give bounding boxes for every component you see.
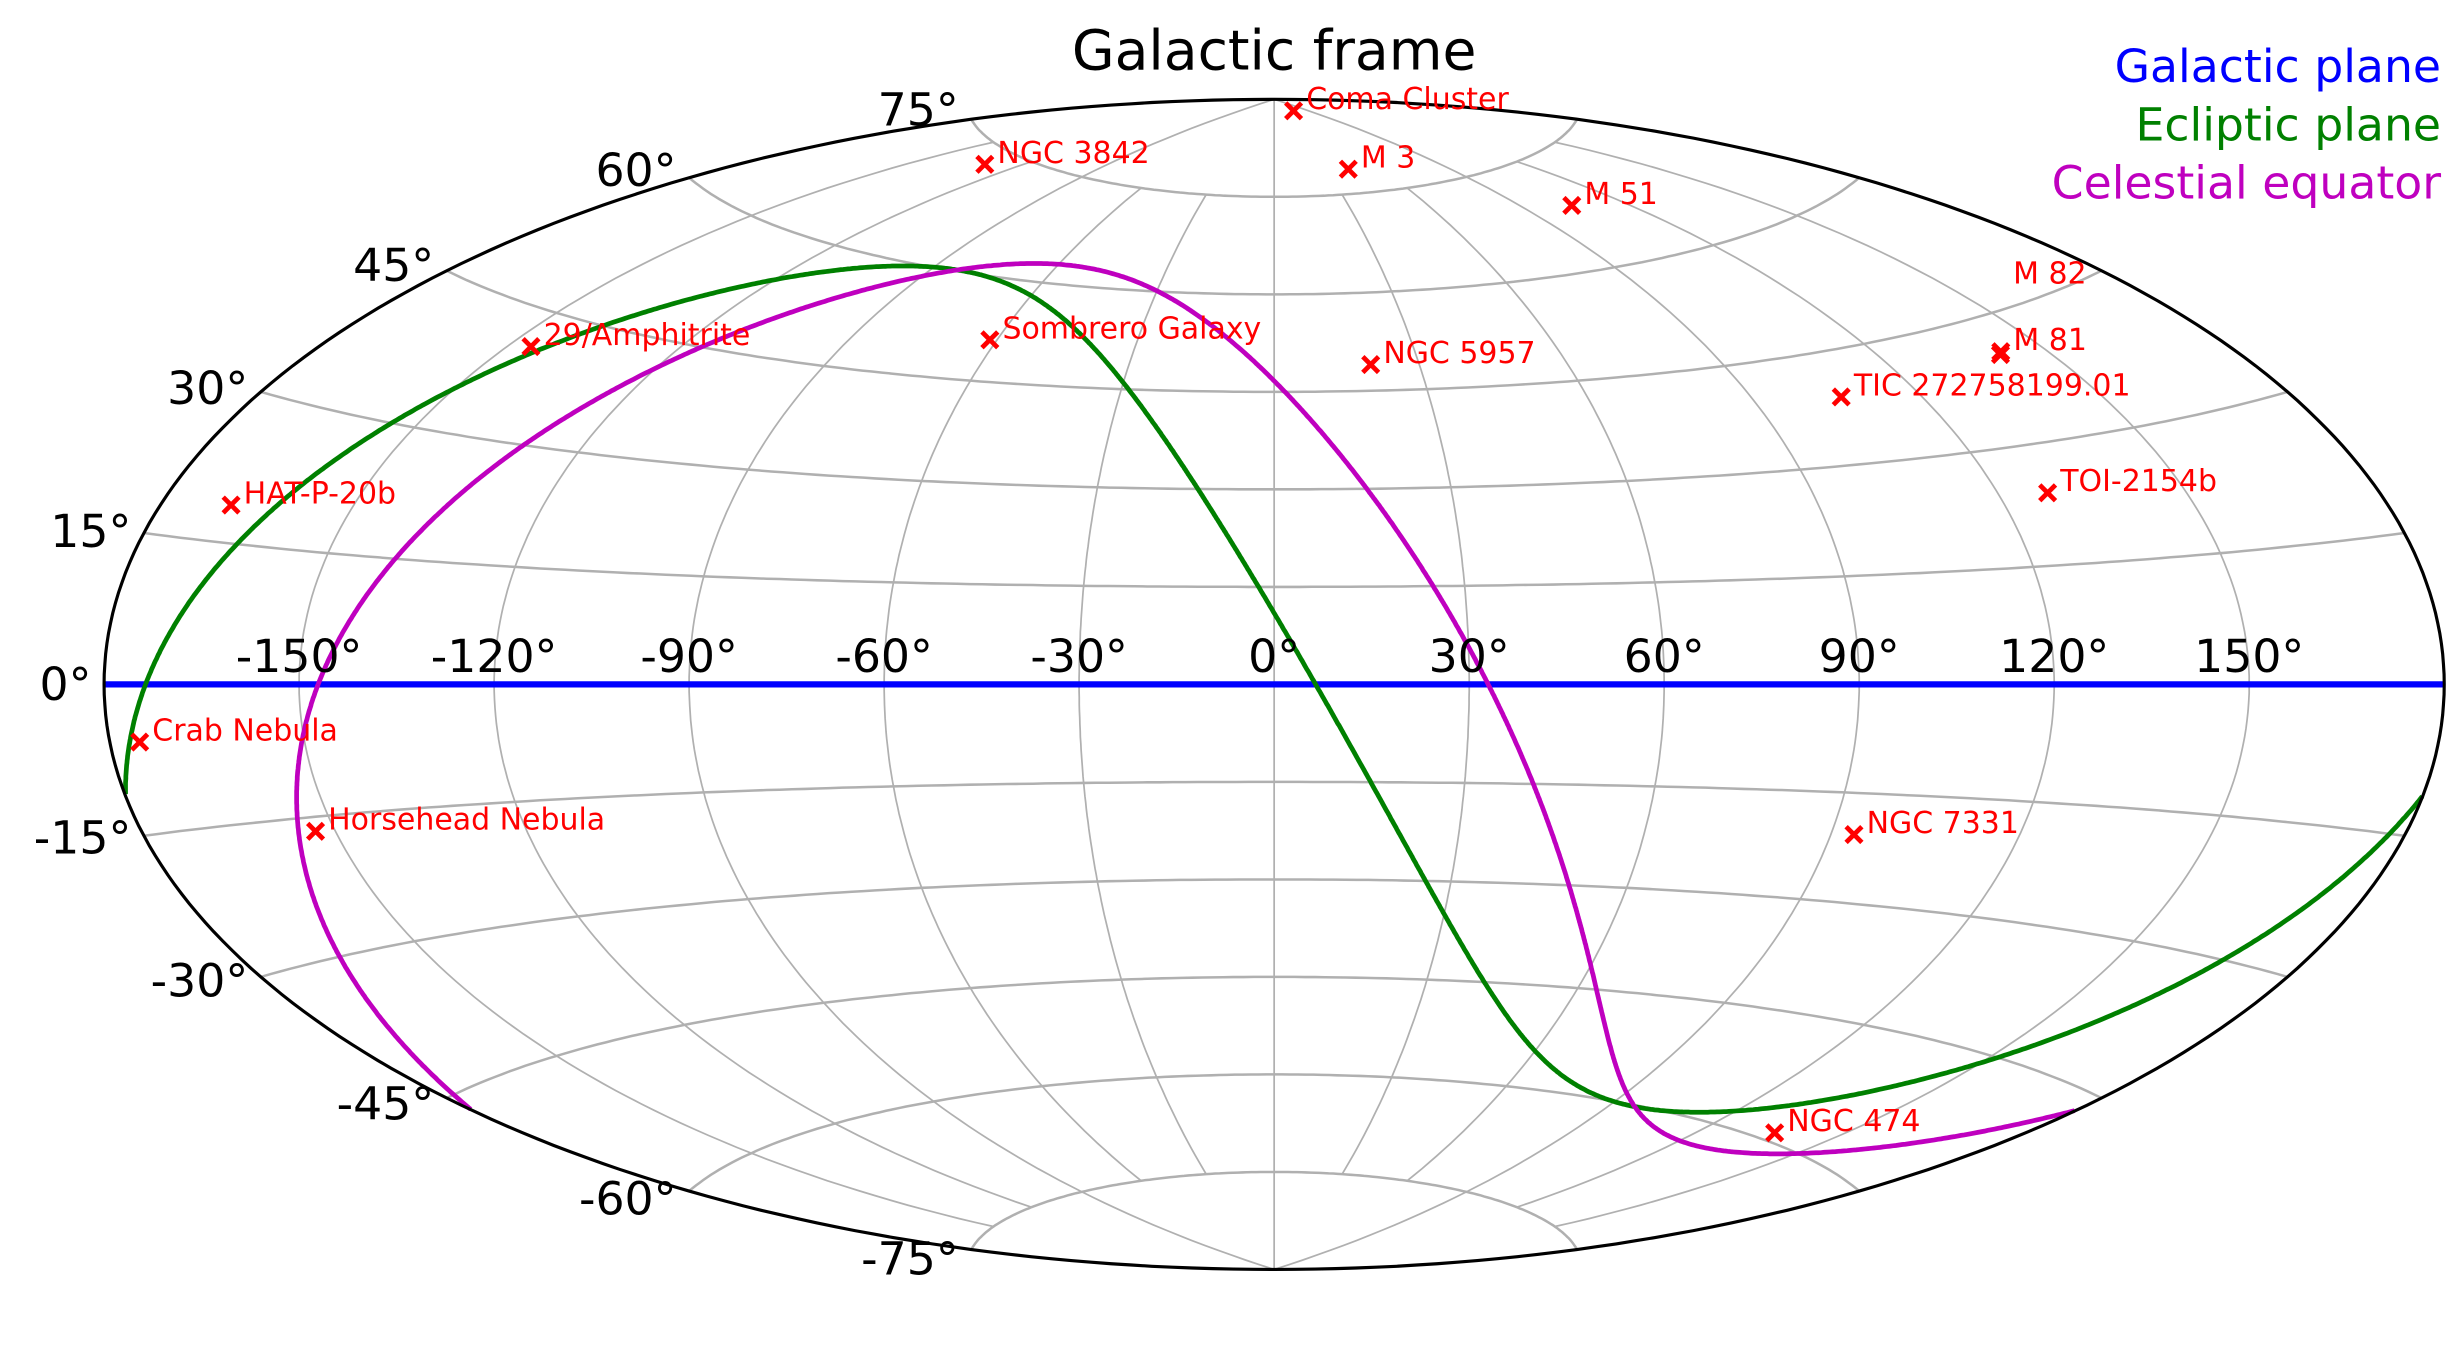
object-label: TOI-2154b xyxy=(2059,464,2217,499)
plane-curves xyxy=(104,261,2445,1157)
object-markers: Coma Cluster NGC 3842 M 3 M 51 29/Amphitrite… xyxy=(130,82,2217,1143)
object-label: Crab Nebula xyxy=(152,713,338,748)
object-label: TIC 272758199.01 xyxy=(1853,368,2131,403)
lat-tick-label: -60° xyxy=(579,1172,677,1225)
x-marker xyxy=(1361,355,1381,375)
object-marker: NGC 474 xyxy=(1765,1104,1921,1143)
plane-curve-ecliptic-plane xyxy=(143,263,2425,1115)
lat-tick-label: 0° xyxy=(40,658,92,711)
legend-entry: Celestial equator xyxy=(2052,157,2442,210)
plane-curve-ecliptic-plane xyxy=(123,683,148,795)
plane-curve-celestial-equator xyxy=(315,261,2076,1157)
x-marker xyxy=(1284,101,1304,121)
x-marker xyxy=(1831,387,1851,407)
object-label: NGC 474 xyxy=(1787,1104,1920,1139)
object-marker: M 82 xyxy=(1990,257,2087,365)
x-marker xyxy=(1844,824,1864,845)
x-marker xyxy=(1765,1123,1785,1143)
object-label: M 81 xyxy=(2013,323,2086,358)
plane-curve-celestial-equator xyxy=(294,683,473,1112)
object-marker: HAT-P-20b xyxy=(221,476,396,515)
chart-title: Galactic frame xyxy=(1072,19,1477,83)
legend-entry: Ecliptic plane xyxy=(2135,98,2441,151)
object-marker: NGC 7331 xyxy=(1844,806,2019,845)
object-label: Coma Cluster xyxy=(1306,82,1509,117)
lon-tick-label: -60° xyxy=(835,630,933,683)
object-marker: Crab Nebula xyxy=(130,713,338,752)
object-label: 29/Amphitrite xyxy=(544,318,751,353)
x-marker xyxy=(305,821,326,841)
x-marker xyxy=(221,495,241,515)
object-label: Horsehead Nebula xyxy=(328,803,605,838)
object-marker: 29/Amphitrite xyxy=(521,318,751,357)
lat-tick-label: 60° xyxy=(595,144,676,197)
object-marker: M 81 xyxy=(1991,323,2087,362)
object-label: NGC 3842 xyxy=(997,136,1149,171)
object-label: NGC 5957 xyxy=(1383,336,1535,371)
object-marker: NGC 3842 xyxy=(975,136,1150,174)
object-label: M 3 xyxy=(1361,141,1415,176)
lon-tick-label: -30° xyxy=(1030,630,1128,683)
x-marker xyxy=(980,330,1000,350)
object-marker: TOI-2154b xyxy=(2038,464,2217,503)
lon-tick-label: -90° xyxy=(640,630,738,683)
lon-tick-label: 90° xyxy=(1819,630,1900,683)
object-marker: NGC 5957 xyxy=(1361,336,1536,375)
x-marker xyxy=(975,154,995,174)
object-marker: M 51 xyxy=(1562,177,1658,216)
x-marker xyxy=(130,732,150,752)
object-marker: TIC 272758199.01 xyxy=(1831,368,2131,407)
lon-tick-label: 0° xyxy=(1248,630,1300,683)
x-marker xyxy=(2038,483,2058,503)
x-marker xyxy=(521,337,541,357)
lat-tick-label: -30° xyxy=(151,954,249,1007)
lon-tick-label: 150° xyxy=(2194,630,2304,683)
tick-labels: -150° -120° -90° -60° -30° 0° 30° 60° 90° 120° 150… xyxy=(34,84,2304,1286)
legend-entry: Galactic plane xyxy=(2115,40,2441,93)
lat-tick-label: 15° xyxy=(50,505,131,558)
object-label: HAT-P-20b xyxy=(244,476,396,511)
x-marker xyxy=(1338,159,1358,179)
lat-tick-label: 30° xyxy=(167,362,248,415)
object-marker: Sombrero Galaxy xyxy=(980,311,1261,350)
object-marker: M 3 xyxy=(1338,141,1415,179)
lat-tick-label: -15° xyxy=(34,811,132,864)
x-marker xyxy=(1562,195,1582,216)
lat-tick-label: 75° xyxy=(878,84,959,137)
object-marker: Horsehead Nebula xyxy=(305,803,605,841)
object-label: NGC 7331 xyxy=(1867,806,2019,841)
projection-boundary xyxy=(102,97,2446,1272)
object-label: M 51 xyxy=(1584,177,1657,212)
lon-tick-label: 30° xyxy=(1429,630,1510,683)
x-marker xyxy=(1990,345,2011,365)
lat-tick-label: -45° xyxy=(337,1078,435,1131)
object-marker: Coma Cluster xyxy=(1284,82,1509,121)
lat-tick-label: -75° xyxy=(861,1233,959,1286)
lon-tick-label: -150° xyxy=(236,630,363,683)
object-label: M 82 xyxy=(2013,257,2086,292)
lat-tick-label: 45° xyxy=(353,239,434,292)
lon-tick-label: 120° xyxy=(1999,630,2109,683)
lon-tick-label: -120° xyxy=(431,630,558,683)
lon-tick-label: 60° xyxy=(1624,630,1705,683)
object-label: Sombrero Galaxy xyxy=(1002,311,1261,346)
